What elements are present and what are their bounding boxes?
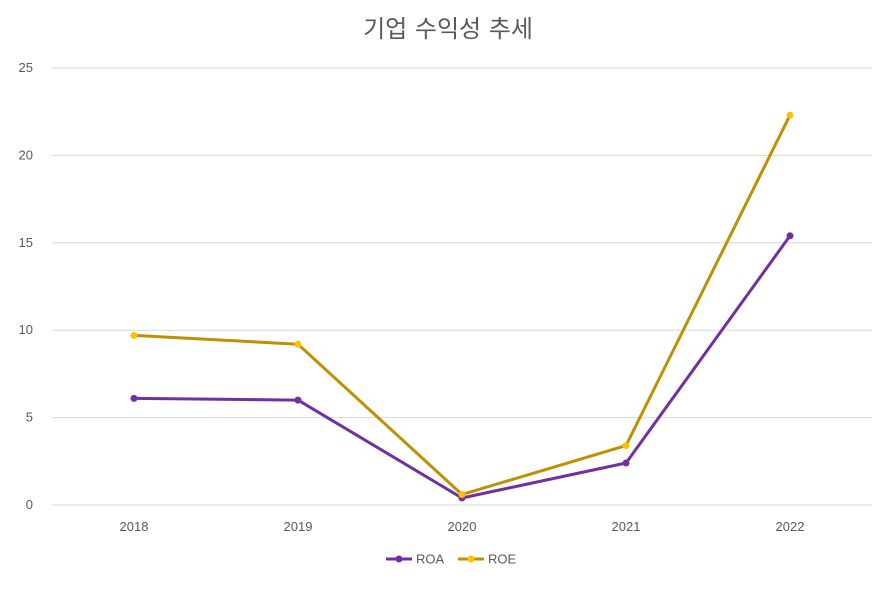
data-point-roe [294, 340, 302, 348]
data-point-roa [294, 396, 302, 404]
data-point-roa [130, 394, 138, 402]
y-tick-label: 20 [19, 147, 33, 162]
data-point-roe [458, 491, 466, 499]
x-tick-label: 2022 [776, 519, 805, 534]
series-lines [130, 111, 794, 502]
series-line-roe [132, 113, 792, 496]
data-point-roe [622, 442, 630, 450]
legend-item-roa: ROA [386, 552, 445, 567]
x-tick-label: 2019 [284, 519, 313, 534]
x-tick-label: 2018 [120, 519, 149, 534]
y-axis-ticks: 0 5 10 15 20 25 [19, 60, 33, 512]
data-point-roa [622, 459, 630, 467]
x-axis-ticks: 2018 2019 2020 2021 2022 [120, 519, 805, 534]
y-tick-label: 15 [19, 235, 33, 250]
data-point-roe [130, 331, 138, 339]
legend-label: ROE [488, 552, 517, 567]
legend: ROA ROE [386, 552, 517, 567]
series-line-roa [132, 234, 792, 500]
legend-swatch-marker [467, 555, 475, 563]
legend-item-roe: ROE [458, 552, 517, 567]
legend-swatch-marker [395, 555, 403, 563]
x-tick-label: 2020 [448, 519, 477, 534]
data-point-roa [786, 232, 794, 240]
data-point-roe [786, 111, 794, 119]
grid-lines [52, 67, 872, 506]
chart-title: 기업 수익성 추세 [363, 15, 533, 43]
legend-label: ROA [416, 552, 445, 567]
y-tick-label: 10 [19, 322, 33, 337]
y-tick-label: 25 [19, 60, 33, 75]
y-tick-label: 0 [26, 497, 33, 512]
x-tick-label: 2021 [612, 519, 641, 534]
y-tick-label: 5 [26, 410, 33, 425]
